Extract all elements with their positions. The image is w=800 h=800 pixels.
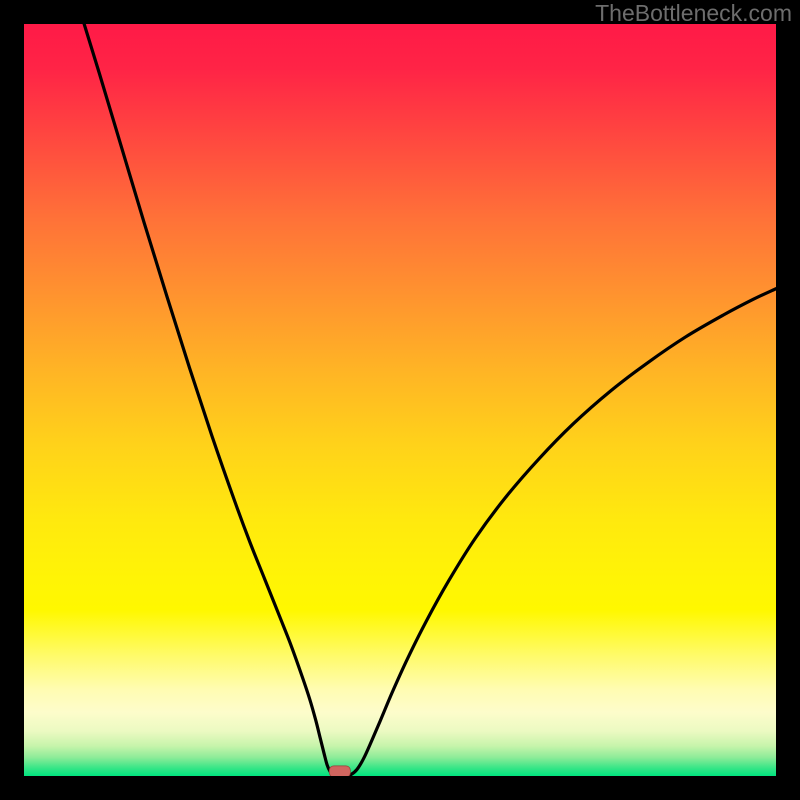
watermark-text: TheBottleneck.com [595,0,792,27]
plot-area [24,24,776,776]
optimum-marker [329,766,350,776]
curve-layer [24,24,776,776]
chart-container: TheBottleneck.com [0,0,800,800]
bottleneck-curve [84,24,776,776]
